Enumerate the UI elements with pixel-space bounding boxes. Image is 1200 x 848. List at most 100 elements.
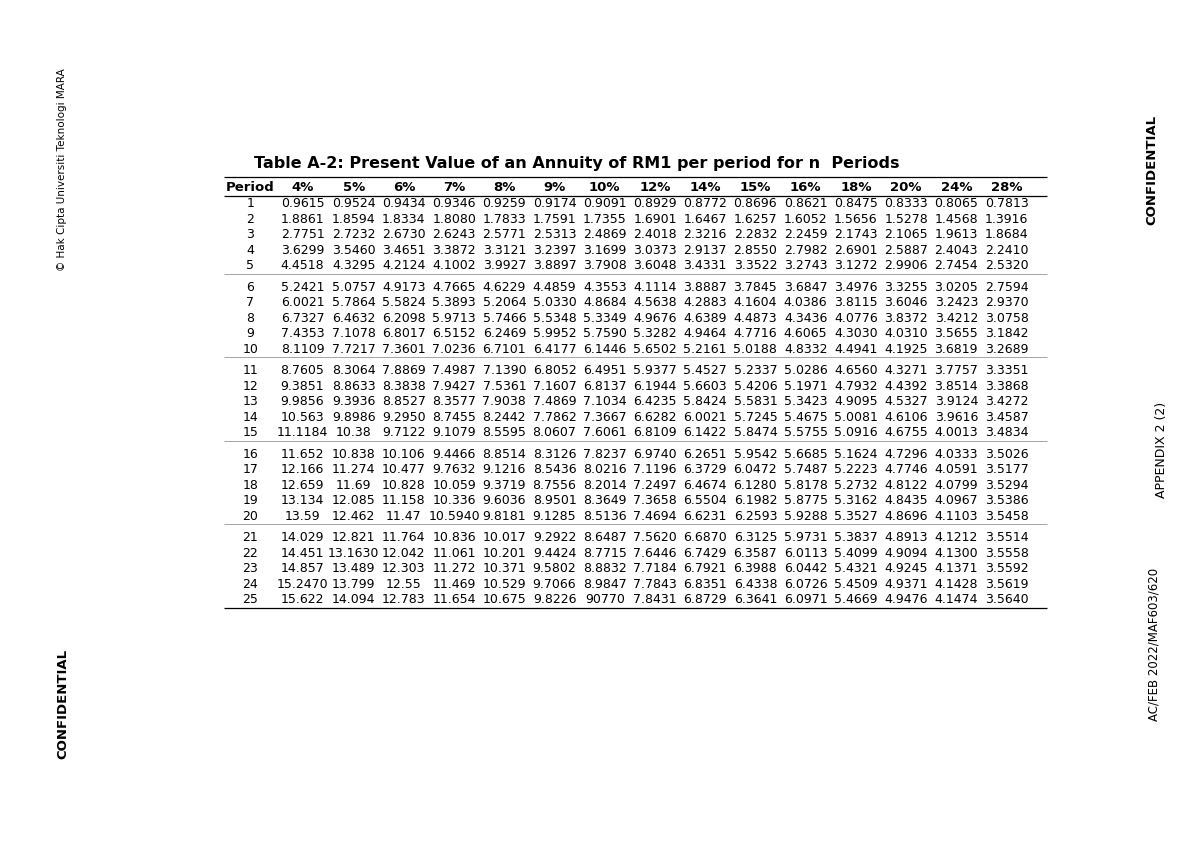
- Text: Table A-2: Present Value of an Annuity of RM1 per period for n  Periods: Table A-2: Present Value of an Annuity o…: [254, 156, 900, 171]
- Text: 6.7101: 6.7101: [482, 343, 526, 355]
- Text: 5.3527: 5.3527: [834, 510, 877, 523]
- Text: 3.5458: 3.5458: [985, 510, 1028, 523]
- Text: 6.2593: 6.2593: [733, 510, 778, 523]
- Text: 7.7217: 7.7217: [331, 343, 376, 355]
- Text: 5.7466: 5.7466: [482, 312, 526, 325]
- Text: 7.8237: 7.8237: [583, 448, 626, 460]
- Text: 9.3851: 9.3851: [281, 380, 324, 393]
- Text: 9.3719: 9.3719: [482, 479, 526, 492]
- Text: 1.7591: 1.7591: [533, 213, 576, 226]
- Text: 8.2442: 8.2442: [482, 410, 526, 424]
- Text: 10.371: 10.371: [482, 562, 526, 576]
- Text: 5.0330: 5.0330: [533, 296, 576, 310]
- Text: 5.6502: 5.6502: [634, 343, 677, 355]
- Text: 9.1216: 9.1216: [482, 463, 526, 477]
- Text: 9.8986: 9.8986: [332, 410, 376, 424]
- Text: 10.529: 10.529: [482, 578, 526, 591]
- Text: 6.7327: 6.7327: [281, 312, 324, 325]
- Text: 4.3553: 4.3553: [583, 281, 626, 293]
- Text: 6.8351: 6.8351: [683, 578, 727, 591]
- Text: 5.8474: 5.8474: [733, 427, 778, 439]
- Text: 2.3216: 2.3216: [684, 228, 727, 241]
- Text: 9.5802: 9.5802: [533, 562, 576, 576]
- Text: 1.8080: 1.8080: [432, 213, 476, 226]
- Text: 6.8137: 6.8137: [583, 380, 626, 393]
- Text: 5.8424: 5.8424: [683, 395, 727, 408]
- Text: 4.9676: 4.9676: [634, 312, 677, 325]
- Text: 3.8897: 3.8897: [533, 259, 576, 272]
- Text: 11.652: 11.652: [281, 448, 324, 460]
- Text: 11.1184: 11.1184: [277, 427, 329, 439]
- Text: 11: 11: [242, 364, 258, 377]
- Text: 8.6487: 8.6487: [583, 532, 626, 544]
- Text: 3.4976: 3.4976: [834, 281, 877, 293]
- Text: 2.1743: 2.1743: [834, 228, 877, 241]
- Text: 3.2743: 3.2743: [784, 259, 828, 272]
- Text: 8.5436: 8.5436: [533, 463, 576, 477]
- Text: 13.489: 13.489: [332, 562, 376, 576]
- Text: 4.8122: 4.8122: [884, 479, 928, 492]
- Text: 7.1078: 7.1078: [331, 327, 376, 340]
- Text: 0.9259: 0.9259: [482, 197, 526, 210]
- Text: 24%: 24%: [941, 181, 972, 194]
- Text: 6.4674: 6.4674: [684, 479, 727, 492]
- Text: 1.5278: 1.5278: [884, 213, 928, 226]
- Text: 4.9094: 4.9094: [884, 547, 928, 560]
- Text: 3.0373: 3.0373: [634, 243, 677, 257]
- Text: 2.7982: 2.7982: [784, 243, 828, 257]
- Text: 5.6685: 5.6685: [784, 448, 828, 460]
- Text: 4.4859: 4.4859: [533, 281, 576, 293]
- Text: 5.5831: 5.5831: [733, 395, 778, 408]
- Text: 5.0286: 5.0286: [784, 364, 828, 377]
- Text: 12.821: 12.821: [332, 532, 376, 544]
- Text: 10.106: 10.106: [382, 448, 426, 460]
- Text: 6.1280: 6.1280: [733, 479, 778, 492]
- Text: 1.6052: 1.6052: [784, 213, 828, 226]
- Text: 5.7487: 5.7487: [784, 463, 828, 477]
- Text: 0.8333: 0.8333: [884, 197, 928, 210]
- Text: 2.4869: 2.4869: [583, 228, 626, 241]
- Text: 5.3282: 5.3282: [634, 327, 677, 340]
- Text: 2.7454: 2.7454: [935, 259, 978, 272]
- Text: 7.0236: 7.0236: [432, 343, 476, 355]
- Text: 8.0607: 8.0607: [533, 427, 576, 439]
- Text: 13.799: 13.799: [332, 578, 376, 591]
- Text: 3.3255: 3.3255: [884, 281, 928, 293]
- Text: 3.6299: 3.6299: [281, 243, 324, 257]
- Text: 9.8226: 9.8226: [533, 594, 576, 606]
- Text: 3.8514: 3.8514: [935, 380, 978, 393]
- Text: 7: 7: [246, 296, 254, 310]
- Text: 3.5558: 3.5558: [984, 547, 1028, 560]
- Text: 1.9613: 1.9613: [935, 228, 978, 241]
- Text: 16%: 16%: [790, 181, 822, 194]
- Text: 7.3658: 7.3658: [634, 494, 677, 507]
- Text: 11.47: 11.47: [386, 510, 421, 523]
- Text: 0.9174: 0.9174: [533, 197, 576, 210]
- Text: 4.0967: 4.0967: [935, 494, 978, 507]
- Text: 6.8729: 6.8729: [683, 594, 727, 606]
- Text: 3.6819: 3.6819: [935, 343, 978, 355]
- Text: 6.0472: 6.0472: [733, 463, 778, 477]
- Text: 1.6467: 1.6467: [684, 213, 727, 226]
- Text: 3.4331: 3.4331: [684, 259, 727, 272]
- Text: 8.3577: 8.3577: [432, 395, 476, 408]
- Text: 4.0776: 4.0776: [834, 312, 877, 325]
- Text: 18%: 18%: [840, 181, 871, 194]
- Text: 5.3349: 5.3349: [583, 312, 626, 325]
- Text: 3.6847: 3.6847: [784, 281, 828, 293]
- Text: 1.7833: 1.7833: [482, 213, 526, 226]
- Text: 6.4177: 6.4177: [533, 343, 576, 355]
- Text: 4.2883: 4.2883: [683, 296, 727, 310]
- Text: 5.7590: 5.7590: [583, 327, 626, 340]
- Text: 5.7864: 5.7864: [331, 296, 376, 310]
- Text: 5.4509: 5.4509: [834, 578, 877, 591]
- Text: 0.9615: 0.9615: [281, 197, 324, 210]
- Text: 3.5655: 3.5655: [935, 327, 978, 340]
- Text: 3.2689: 3.2689: [985, 343, 1028, 355]
- Text: 4.5638: 4.5638: [634, 296, 677, 310]
- Text: 10.563: 10.563: [281, 410, 324, 424]
- Text: 10.838: 10.838: [331, 448, 376, 460]
- Text: 11.654: 11.654: [432, 594, 476, 606]
- Text: 7.5361: 7.5361: [482, 380, 526, 393]
- Text: 4.1925: 4.1925: [884, 343, 928, 355]
